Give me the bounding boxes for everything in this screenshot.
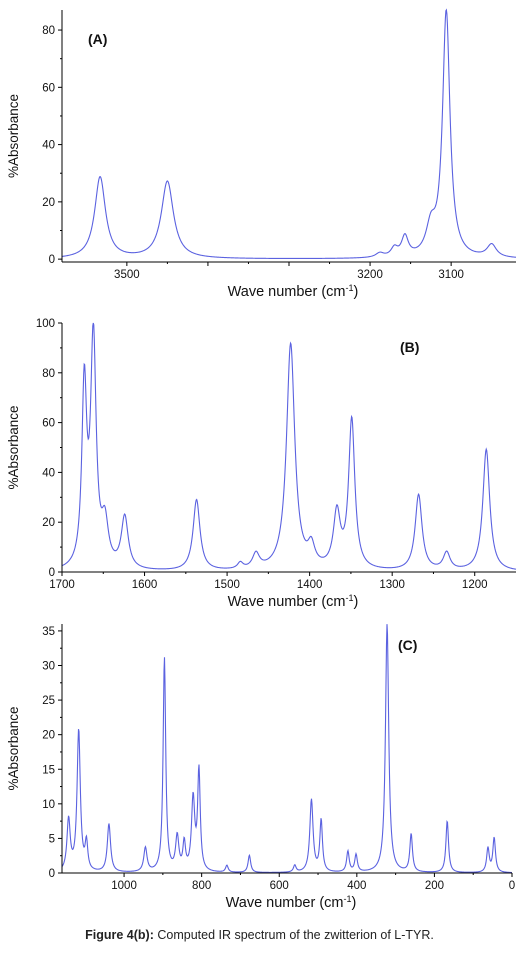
panel-3-x-tick-label: 200 [425,880,444,892]
panel-1-y-axis-label: %Absorbance [6,94,21,178]
panel-2-y-tick-label: 0 [49,567,55,579]
panel-3-label: (C) [398,637,417,653]
caption-text: Computed IR spectrum of the zwitterion o… [153,928,434,942]
panel-1-y-tick-label: 0 [49,254,55,266]
panel-1-y-tick-label: 80 [42,25,55,37]
panel-2-x-axis-label: Wave number (cm-1) [228,593,359,610]
panel-1-x-tick-label: 3200 [357,269,383,281]
panel-2-x-tick-label: 1700 [49,579,75,591]
panel-3-y-tick-label: 15 [42,764,55,776]
panel-2-spectrum-line [61,322,517,570]
panel-3-y-tick-label: 20 [42,730,55,742]
panel-3-y-axis-label: %Absorbance [6,706,21,790]
panel-2-x-tick-label: 1400 [297,579,323,591]
panel-1-y-tick-label: 20 [42,197,55,209]
panel-1-label: (A) [88,31,107,47]
panel-3-spectrum-line [61,624,513,874]
panel-3-y-tick-label: 35 [42,626,55,638]
panel-1-x-axis-label: Wave number (cm-1) [228,283,359,300]
caption-label: Figure 4(b): [85,928,154,942]
figure-caption: Figure 4(b): Computed IR spectrum of the… [0,928,519,942]
panel-3-x-tick-label: 600 [270,880,289,892]
panel-2-y-tick-label: 40 [42,467,55,479]
panel-2-y-tick-label: 20 [42,517,55,529]
panel-2-y-tick-label: 60 [42,418,55,430]
panel-3-y-tick-label: 0 [49,868,55,880]
panel-3-y-tick-label: 5 [49,833,55,845]
panel-3-y-tick-label: 10 [42,799,55,811]
panel-2-y-tick-label: 80 [42,368,55,380]
panel-1-x-tick-label: 3100 [438,269,464,281]
panel-1-y-tick-label: 40 [42,140,55,152]
panel-2-x-tick-label: 1200 [462,579,488,591]
panel-2-y-tick-label: 100 [36,318,55,330]
panel-3-x-tick-label: 800 [192,880,211,892]
panel-3-y-tick-label: 30 [42,661,55,673]
panel-2-label: (B) [400,339,419,355]
panel-3-x-tick-label: 1000 [111,880,137,892]
panel-2-x-tick-label: 1500 [214,579,240,591]
panel-3-x-axis-label: Wave number (cm-1) [226,894,357,911]
panel-2-y-axis-label: %Absorbance [6,405,21,489]
panel-2-x-tick-label: 1600 [132,579,158,591]
panel-3-y-tick-label: 25 [42,695,55,707]
panel-1-x-tick-label: 3500 [114,269,140,281]
panel-3-x-tick-label: 400 [347,880,366,892]
panel-1-spectrum-line [61,8,517,260]
panel-1-y-tick-label: 60 [42,82,55,94]
panel-2-x-tick-label: 1300 [379,579,405,591]
panel-3-x-tick-label: 0 [509,880,515,892]
